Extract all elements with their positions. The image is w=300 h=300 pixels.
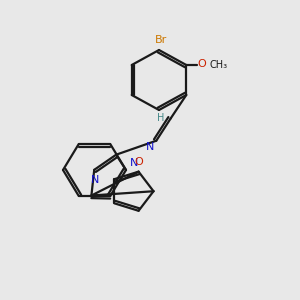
- Text: N: N: [130, 158, 138, 168]
- Text: CH₃: CH₃: [209, 60, 227, 70]
- Text: N: N: [91, 175, 99, 185]
- Text: O: O: [134, 158, 143, 167]
- Text: Br: Br: [154, 35, 166, 45]
- Text: N: N: [146, 142, 154, 152]
- Text: H: H: [157, 113, 164, 123]
- Text: O: O: [198, 58, 206, 69]
